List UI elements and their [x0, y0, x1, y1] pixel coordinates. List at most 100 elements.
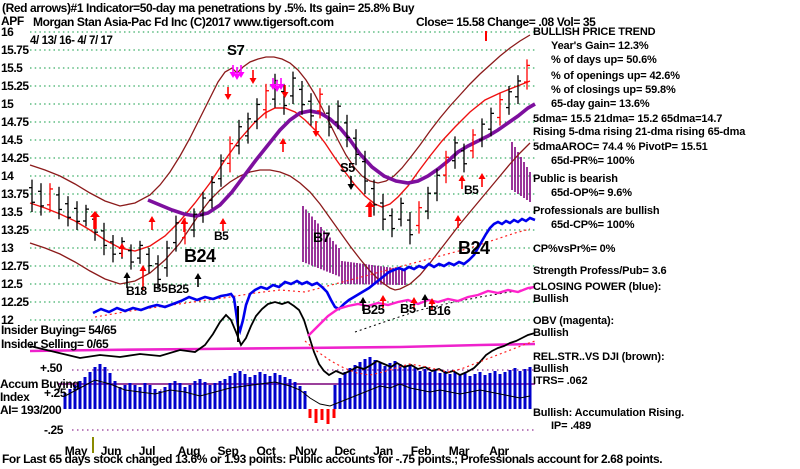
stats-line: IP= .489	[551, 420, 592, 432]
cp-red-dotted	[94, 228, 531, 318]
price-tick-label: 13.25	[1, 223, 29, 237]
price-tick-label: 15	[1, 97, 14, 111]
signal-label: B5	[214, 229, 229, 243]
price-tick-label: 14	[1, 169, 14, 183]
sell-arrow	[269, 84, 277, 90]
sell-arrow	[312, 131, 320, 137]
sell-arrow	[347, 184, 355, 190]
buy-arrow	[379, 295, 387, 301]
signal-label: B5	[464, 183, 479, 197]
band-lower-brown	[29, 142, 531, 291]
accum-index-label-2: Index	[0, 390, 30, 404]
buy-arrow	[365, 201, 375, 207]
close-change-volume: Close= 15.58 Change= .08 Vol= 35	[416, 15, 596, 29]
insider-selling-label: Insider Selling= 0/65	[1, 337, 109, 351]
price-tick-label: 16	[1, 25, 14, 39]
signal-label: B16	[428, 303, 451, 318]
signal-label: B24	[458, 238, 490, 258]
stats-line: 5dma= 15.5 21dma= 15.2 65dma=14.7	[533, 113, 723, 125]
sell-arrow	[229, 72, 237, 78]
month-label: Mar	[448, 444, 470, 458]
stats-line: 65-day gain= 13.6%	[551, 98, 650, 110]
stats-line: % of closings up= 59.8%	[551, 84, 676, 96]
accum-scale-plus25: +.25	[44, 386, 67, 400]
stats-line: CLOSING POWER (blue):	[533, 281, 662, 293]
insider-buying-label: Insider Buying= 54/65	[1, 323, 117, 337]
sell-arrow	[273, 86, 281, 92]
sell-arrow	[277, 84, 285, 90]
buy-arrow	[279, 138, 287, 144]
accum-scale-plus50: +.50	[40, 361, 63, 375]
relstr-black	[29, 301, 536, 377]
month-label: Dec	[334, 444, 356, 458]
month-label: Apr	[489, 444, 509, 458]
stats-line: ITRS= .062	[533, 375, 588, 387]
signal-label: B18	[126, 284, 147, 298]
month-label: Oct	[256, 444, 276, 458]
stats-line: Professionals are bullish	[533, 205, 660, 217]
accum-scale-minus25: -.25	[44, 423, 64, 437]
price-tick-label: 14.75	[1, 115, 29, 129]
ticker-symbol: APF	[1, 14, 24, 28]
sell-arrow	[281, 92, 289, 98]
stats-line: 5dmaAROC= 74.4 % PivotP= 15.51	[533, 141, 708, 153]
signal-label: B25	[168, 282, 189, 296]
price-tick-label: 13.75	[1, 187, 29, 201]
stats-line: CP%vsPr%= 0%	[533, 243, 616, 255]
obv-black-dotted	[354, 287, 536, 333]
stats-line: OBV (magenta):	[533, 315, 615, 327]
signal-label: S5	[340, 160, 355, 175]
buy-arrow	[139, 265, 147, 271]
ma21-red	[29, 80, 531, 252]
stats-line: 65d-CP%= 100%	[551, 219, 635, 231]
footer-summary: For Last 65 days stock changed 13.6% or …	[2, 452, 663, 466]
price-tick-label: 12.75	[1, 259, 29, 273]
stats-line: 65d-PR%= 100%	[551, 155, 635, 167]
price-tick-label: 15.5	[1, 61, 23, 75]
month-label: May	[64, 444, 88, 458]
buy-arrow	[90, 211, 100, 217]
stats-line: 65d-OP%= 9.6%	[551, 187, 632, 199]
sell-arrow	[233, 74, 241, 80]
price-tick-label: 14.5	[1, 133, 23, 147]
buy-arrow	[123, 272, 131, 278]
buy-arrow	[180, 218, 188, 224]
month-label: Nov	[295, 444, 317, 458]
accum-red-dotted	[304, 340, 536, 376]
signal-label: B7	[313, 229, 330, 245]
stock-name: Morgan Stan Asia-Pac Fd Inc (C)2017 www.…	[33, 15, 334, 29]
stats-line: Bullish	[533, 293, 569, 305]
sell-arrow	[249, 78, 257, 84]
sell-arrow	[224, 94, 232, 100]
accum-index-value: AI= 193/200	[0, 403, 62, 417]
signal-label: B5	[400, 301, 416, 316]
date-range: 4/ 13/ 16- 4/ 7/ 17	[30, 35, 113, 47]
stats-line: REL.STR..VS DJI (brown):	[533, 351, 665, 363]
price-tick-label: 12	[1, 313, 14, 327]
sell-arrow	[237, 72, 245, 78]
stats-line: Year's Gain= 12.3%	[551, 40, 649, 52]
price-tick-label: 12.25	[1, 295, 29, 309]
price-tick-label: 12.5	[1, 277, 23, 291]
buy-arrow	[148, 216, 156, 222]
stats-line: % of openings up= 42.6%	[551, 70, 680, 82]
band-upper-brown	[29, 34, 531, 207]
stats-line: % of days up= 50.6%	[551, 54, 657, 66]
signal-label: B24	[184, 246, 216, 266]
price-tick-label: 13	[1, 241, 14, 255]
accum-index-label-1: Accum Buying	[0, 377, 80, 391]
buy-arrow	[359, 297, 367, 303]
month-label: Sep	[217, 444, 239, 458]
obv-magenta	[307, 285, 536, 337]
ma65-purple	[147, 102, 536, 218]
buy-arrow	[478, 173, 486, 179]
price-tick-label: 13.5	[1, 205, 23, 219]
stats-line: Rising 5-dma rising 21-dma rising 65-dma	[533, 126, 746, 138]
buy-arrow	[410, 297, 418, 303]
month-label: Jun	[100, 444, 122, 458]
month-label: Jan	[373, 444, 393, 458]
buy-arrow	[428, 298, 436, 304]
signal-label: B5	[153, 281, 168, 295]
stats-line: Bullish	[533, 363, 569, 375]
